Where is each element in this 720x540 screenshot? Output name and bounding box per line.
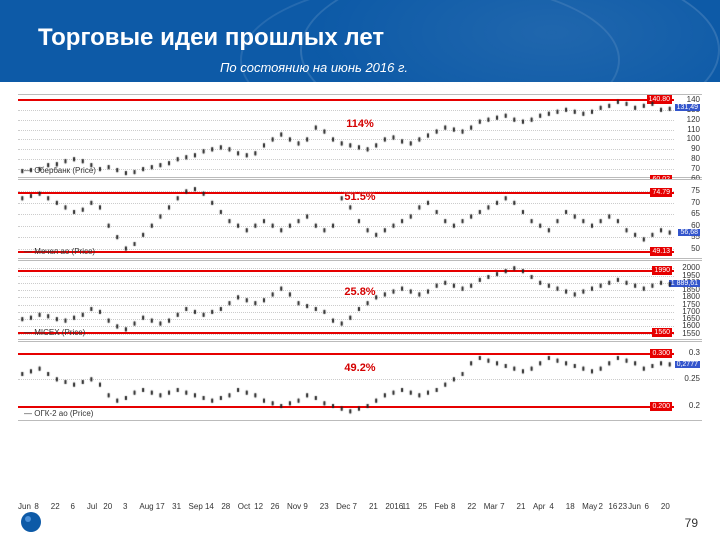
price-canvas [18, 95, 674, 179]
x-tick-label: 3 [123, 502, 127, 511]
percent-label: 25.8% [344, 286, 375, 298]
x-axis: Jun8226Jul203Aug1731Sep1428Oct1226Nov923… [18, 502, 702, 516]
page-title: Торговые идеи прошлых лет [38, 24, 384, 52]
y-tick-label: 80 [691, 154, 700, 163]
x-tick-label: 28 [221, 502, 230, 511]
percent-label: 49.2% [344, 362, 375, 374]
x-tick-label: 22 [467, 502, 476, 511]
x-tick-label: 25 [418, 502, 427, 511]
last-value-badge: 0,2777 [675, 361, 700, 368]
last-value-badge: 131,49 [675, 104, 700, 111]
chart-panel-1: 50556065707574.7949.1351.5%56,68— Мечел … [18, 179, 702, 259]
page-subtitle: По состоянию на июнь 2016 г. [220, 60, 408, 75]
x-tick-label: 14 [205, 502, 214, 511]
panel-name-label: — Сбербанк (Price) [24, 166, 96, 175]
y-tick-label: 100 [687, 134, 700, 143]
y-tick-label: 120 [687, 115, 700, 124]
panel-name-label: — MICEX (Price) [24, 328, 85, 337]
y-tick-label: 70 [691, 164, 700, 173]
x-tick-label: 16 [608, 502, 617, 511]
x-tick-label: Sep [189, 502, 203, 511]
x-tick-label: 20 [103, 502, 112, 511]
chart-panel-3: 0.20.250.30.3000.20049.2%0,2777— ОГК-2 а… [18, 341, 702, 421]
x-tick-label: 9 [303, 502, 307, 511]
x-tick-label: 23 [618, 502, 627, 511]
x-tick-label: 21 [369, 502, 378, 511]
y-tick-label: 50 [691, 244, 700, 253]
price-canvas [18, 261, 674, 341]
x-tick-label: Mar [484, 502, 498, 511]
x-tick-label: 26 [271, 502, 280, 511]
y-tick-label: 2000 [682, 263, 700, 272]
y-tick-label: 110 [687, 125, 700, 134]
x-tick-label: 8 [451, 502, 455, 511]
x-tick-label: 12 [254, 502, 263, 511]
price-canvas [18, 342, 674, 422]
x-tick-label: 4 [549, 502, 553, 511]
panel-name-label: — ОГК-2 ао (Price) [24, 409, 93, 418]
y-tick-label: 140 [687, 95, 700, 104]
page-number: 79 [685, 516, 698, 530]
x-tick-label: Dec [336, 502, 350, 511]
x-tick-label: 6 [70, 502, 74, 511]
x-tick-label: 20 [661, 502, 670, 511]
x-tick-label: 21 [517, 502, 526, 511]
chart-panel-2: 1550160016501700175018001850190019502000… [18, 260, 702, 340]
x-tick-label: 11 [402, 502, 410, 511]
header-bar: Торговые идеи прошлых лет По состоянию н… [0, 0, 720, 82]
panel-name-label: — Мечел ао (Price) [24, 247, 95, 256]
last-value-badge: 56,68 [678, 229, 700, 236]
x-tick-label: 7 [353, 502, 357, 511]
y-tick-label: 70 [691, 198, 700, 207]
x-tick-label: 7 [500, 502, 504, 511]
x-tick-label: 22 [51, 502, 60, 511]
x-tick-label: Jul [87, 502, 97, 511]
x-tick-label: Aug [139, 502, 153, 511]
chart-panel-0: 60708090100110120130140140.8060.02114%13… [18, 94, 702, 178]
y-tick-label: 75 [691, 186, 700, 195]
x-tick-label: 6 [644, 502, 648, 511]
x-tick-label: Nov [287, 502, 301, 511]
x-tick-label: Jun [628, 502, 641, 511]
x-tick-label: 17 [156, 502, 165, 511]
x-tick-label: Apr [533, 502, 545, 511]
y-tick-label: 0.2 [689, 401, 700, 410]
y-tick-label: 90 [691, 144, 700, 153]
percent-label: 51.5% [344, 191, 375, 203]
corner-decoration [16, 502, 46, 532]
y-tick-label: 65 [691, 209, 700, 218]
x-tick-label: 2 [599, 502, 603, 511]
charts-container: 60708090100110120130140140.8060.02114%13… [18, 94, 702, 422]
x-tick-label: 2016 [385, 502, 403, 511]
x-tick-label: Feb [435, 502, 449, 511]
x-tick-label: 18 [566, 502, 575, 511]
x-tick-label: 31 [172, 502, 181, 511]
x-tick-label: 23 [320, 502, 329, 511]
x-tick-label: May [582, 502, 597, 511]
y-tick-label: 0.3 [689, 348, 700, 357]
y-tick-label: 0.25 [684, 374, 700, 383]
percent-label: 114% [346, 118, 374, 130]
x-tick-label: Oct [238, 502, 250, 511]
